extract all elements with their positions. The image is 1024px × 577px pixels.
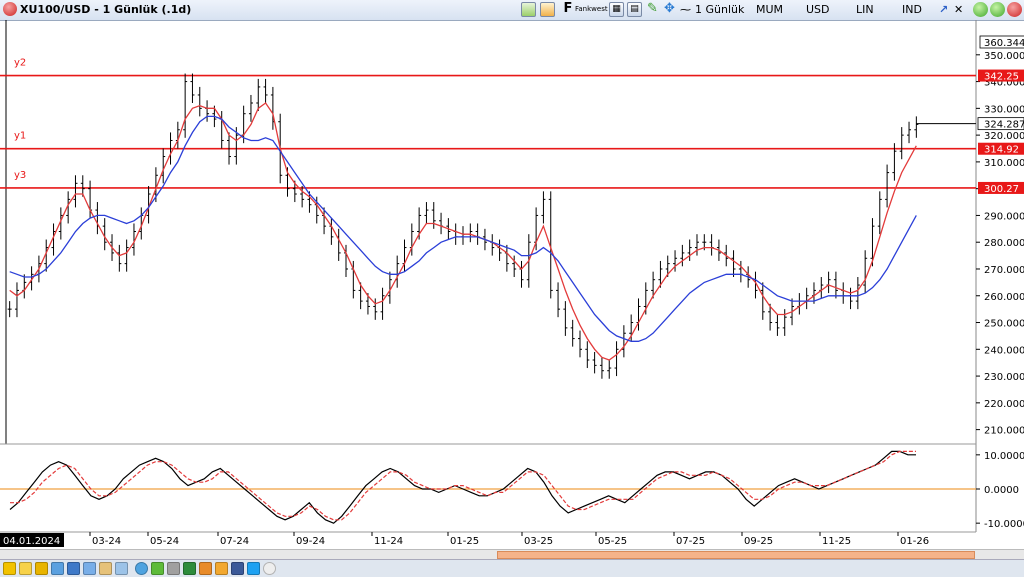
window-icon[interactable]	[115, 562, 128, 575]
current-price-label: 324.287	[984, 120, 1024, 131]
fankwest-icon[interactable]: F	[563, 1, 573, 16]
x-tick-label: 03-25	[524, 536, 553, 547]
osc-line-oscillator	[9, 450, 916, 524]
level-badge-y1	[978, 142, 1024, 155]
close-button[interactable]	[1007, 2, 1022, 17]
twitter-icon[interactable]	[247, 562, 260, 575]
level-name-y3: y3	[14, 170, 26, 181]
chart-type-mum[interactable]: MUM	[756, 3, 784, 16]
price-tick-label: 330.0000	[984, 104, 1024, 115]
osc-tick-label: -10.0000	[984, 519, 1024, 530]
level-badge-y3	[978, 181, 1024, 194]
series-line-ma-fast	[9, 102, 917, 361]
window-title: XU100/USD - 1 Günlük (.1d)	[20, 3, 192, 16]
price-tick-label: 230.0000	[984, 372, 1024, 383]
price-axis-top-box	[979, 35, 1024, 49]
price-tick-label: 240.0000	[984, 345, 1024, 356]
pencil-icon[interactable]: ✎	[647, 1, 658, 16]
help-icon[interactable]	[263, 562, 276, 575]
price-bars	[7, 73, 919, 379]
current-price-box	[977, 117, 1024, 131]
chart-icon[interactable]	[151, 562, 164, 575]
price-tick-label: 220.0000	[984, 399, 1024, 410]
x-tick-label: 07-24	[220, 536, 249, 547]
x-tick-label: 07-25	[676, 536, 705, 547]
save-icon[interactable]	[35, 562, 48, 575]
level-badge-y2	[978, 69, 1024, 82]
osc-tick-label: 0.0000	[984, 485, 1019, 496]
crosshair-icon[interactable]: ✥	[664, 1, 675, 16]
x-tick-label: 03-24	[92, 536, 121, 547]
scale-lin[interactable]: LIN	[856, 3, 874, 16]
wave-icon[interactable]: ⁓	[680, 3, 691, 16]
minimize-button[interactable]	[973, 2, 988, 17]
price-tick-label: 320.0000	[984, 131, 1024, 142]
price-tick-label: 280.0000	[984, 238, 1024, 249]
template-icon[interactable]	[99, 562, 112, 575]
x-tick-label: 05-24	[150, 536, 179, 547]
osc-tick-label: 10.0000	[984, 451, 1024, 462]
x-tick-label: 11-24	[374, 536, 403, 547]
maximize-button[interactable]	[990, 2, 1005, 17]
facebook-icon[interactable]	[231, 562, 244, 575]
level-label-y3: 300.27	[984, 184, 1019, 195]
app-logo-icon	[3, 2, 17, 16]
price-tick-label: 250.0000	[984, 319, 1024, 330]
level-name-y2: y2	[14, 58, 26, 69]
chart-window-titlebar: XU100/USD - 1 Günlük (.1d) F Fankwest ▦ …	[0, 0, 1024, 21]
x-tick-label: 01-25	[450, 536, 479, 547]
chart-settings-icon[interactable]	[521, 2, 536, 17]
x-label-first: 04.01.2024	[3, 536, 60, 547]
export-icon[interactable]	[199, 562, 212, 575]
price-tick-label: 350.0000	[984, 51, 1024, 62]
calculator-icon[interactable]: ▤	[627, 2, 642, 17]
drawing-tools-icon[interactable]	[540, 2, 555, 17]
currency-usd[interactable]: USD	[806, 3, 830, 16]
price-tick-label: 210.0000	[984, 426, 1024, 437]
zoom-icon[interactable]	[67, 562, 80, 575]
level-label-y1: 314.92	[984, 145, 1019, 156]
indicator-menu[interactable]: IND	[902, 3, 922, 16]
price-tick-label: 260.0000	[984, 292, 1024, 303]
chart-scrollbar[interactable]	[0, 549, 1024, 560]
print-icon[interactable]	[167, 562, 180, 575]
x-tick-label: 11-25	[822, 536, 851, 547]
alert-icon[interactable]	[215, 562, 228, 575]
tools-icon[interactable]: ✕	[954, 3, 964, 16]
grid-icon[interactable]: ▦	[609, 2, 624, 17]
price-tick-label: 310.0000	[984, 158, 1024, 169]
refresh-icon[interactable]	[83, 562, 96, 575]
x-tick-label: 01-26	[900, 536, 929, 547]
x-tick-label: 09-25	[744, 536, 773, 547]
folder-icon[interactable]	[3, 562, 16, 575]
level-name-y1: y1	[14, 131, 26, 142]
arrow-icon[interactable]: ↗	[939, 3, 949, 16]
x-tick-label: 05-25	[598, 536, 627, 547]
scrollbar-thumb[interactable]	[497, 551, 975, 559]
period-selector[interactable]: 1 Günlük	[695, 3, 745, 16]
level-label-y2: 342.25	[984, 72, 1019, 83]
layout-icon[interactable]	[51, 562, 64, 575]
bottom-toolbar	[0, 559, 1024, 577]
x-tick-label: 09-24	[296, 536, 325, 547]
price-tick-label: 340.0000	[984, 78, 1024, 89]
excel-icon[interactable]	[183, 562, 196, 575]
osc-line-signal	[10, 450, 916, 521]
fankwest-label[interactable]: Fankwest	[575, 5, 608, 13]
database-icon[interactable]	[135, 562, 148, 575]
price-tick-label: 290.0000	[984, 211, 1024, 222]
price-tick-label: 270.0000	[984, 265, 1024, 276]
series-line-ma-slow	[9, 115, 917, 342]
date-badge	[0, 533, 64, 547]
open-icon[interactable]	[19, 562, 32, 575]
